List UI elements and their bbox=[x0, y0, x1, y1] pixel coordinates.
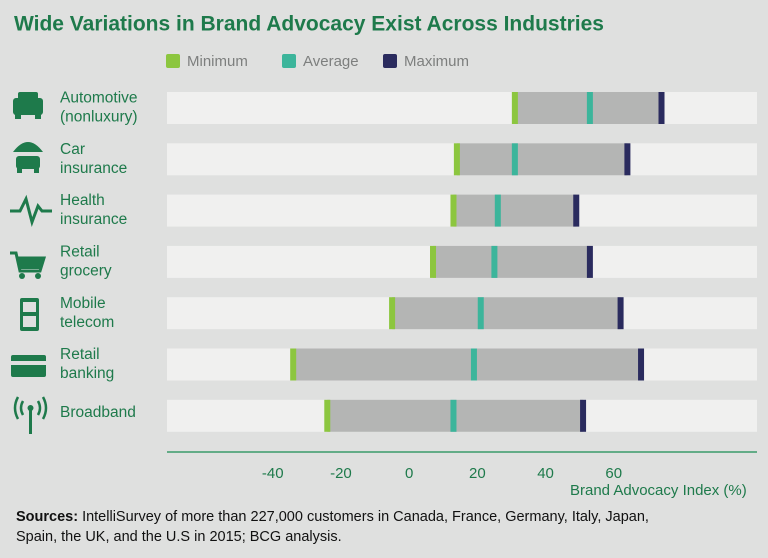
category-label: Broadband bbox=[60, 404, 136, 421]
chart-title: Wide Variations in Brand Advocacy Exist … bbox=[14, 13, 604, 36]
marker bbox=[573, 194, 580, 227]
category-label: banking bbox=[60, 365, 114, 382]
x-tick-label: 60 bbox=[605, 465, 622, 482]
range-bar bbox=[392, 297, 621, 330]
footnote-label: Sources: bbox=[16, 509, 78, 525]
category-label: insurance bbox=[60, 160, 127, 177]
footnote: Sources: IntelliSurvey of more than 227,0… bbox=[16, 509, 649, 525]
range-bar bbox=[453, 194, 577, 227]
range-bar bbox=[293, 348, 642, 381]
footnote-text: IntelliSurvey of more than 227,000 custo… bbox=[82, 509, 649, 525]
x-axis-title: Brand Advocacy Index (%) bbox=[570, 482, 747, 499]
marker bbox=[658, 92, 665, 124]
marker bbox=[290, 348, 297, 381]
category-label: Mobile bbox=[60, 295, 106, 312]
legend-swatch bbox=[383, 54, 397, 68]
category-label: Retail bbox=[60, 346, 100, 363]
marker bbox=[586, 245, 593, 278]
range-bar bbox=[433, 245, 590, 278]
phone-icon bbox=[20, 298, 39, 331]
legend-label: Maximum bbox=[404, 53, 469, 70]
legend-label: Average bbox=[303, 53, 359, 70]
category-label: Car bbox=[60, 141, 85, 158]
marker bbox=[450, 399, 457, 432]
marker bbox=[586, 92, 593, 124]
range-bar bbox=[456, 143, 628, 176]
x-tick-label: 20 bbox=[469, 465, 486, 482]
category-label: (nonluxury) bbox=[60, 109, 138, 126]
marker bbox=[511, 92, 518, 124]
marker bbox=[453, 143, 460, 176]
antenna-icon bbox=[13, 396, 48, 434]
row-background bbox=[167, 92, 757, 124]
category-label: Retail bbox=[60, 243, 100, 260]
x-tick-label: 0 bbox=[405, 465, 413, 482]
legend-swatch bbox=[166, 54, 180, 68]
category-label: Health bbox=[60, 192, 105, 209]
marker bbox=[624, 143, 631, 176]
category-label: Automotive bbox=[60, 90, 138, 107]
marker bbox=[470, 348, 477, 381]
marker bbox=[477, 297, 484, 330]
legend-swatch bbox=[282, 54, 296, 68]
marker bbox=[580, 399, 587, 432]
category-label: insurance bbox=[60, 211, 127, 228]
marker bbox=[638, 348, 645, 381]
pulse-icon bbox=[10, 194, 52, 227]
marker bbox=[494, 194, 501, 227]
cart-icon bbox=[10, 251, 47, 279]
legend-label: Minimum bbox=[187, 53, 248, 70]
x-tick-label: -40 bbox=[262, 465, 284, 482]
category-label: telecom bbox=[60, 314, 114, 331]
marker bbox=[389, 297, 396, 330]
x-tick-label: -20 bbox=[330, 465, 352, 482]
footnote-text: Spain, the UK, and the U.S in 2015; BCG … bbox=[16, 529, 342, 545]
marker bbox=[491, 245, 498, 278]
marker bbox=[617, 297, 624, 330]
marker bbox=[511, 143, 518, 176]
umbrella-icon bbox=[13, 142, 43, 173]
card-icon bbox=[11, 355, 46, 377]
icons bbox=[10, 92, 52, 434]
marker bbox=[450, 194, 457, 227]
category-label: grocery bbox=[60, 262, 112, 279]
marker bbox=[324, 399, 331, 432]
marker bbox=[430, 245, 437, 278]
x-tick-label: 40 bbox=[537, 465, 554, 482]
car-icon bbox=[13, 92, 43, 119]
